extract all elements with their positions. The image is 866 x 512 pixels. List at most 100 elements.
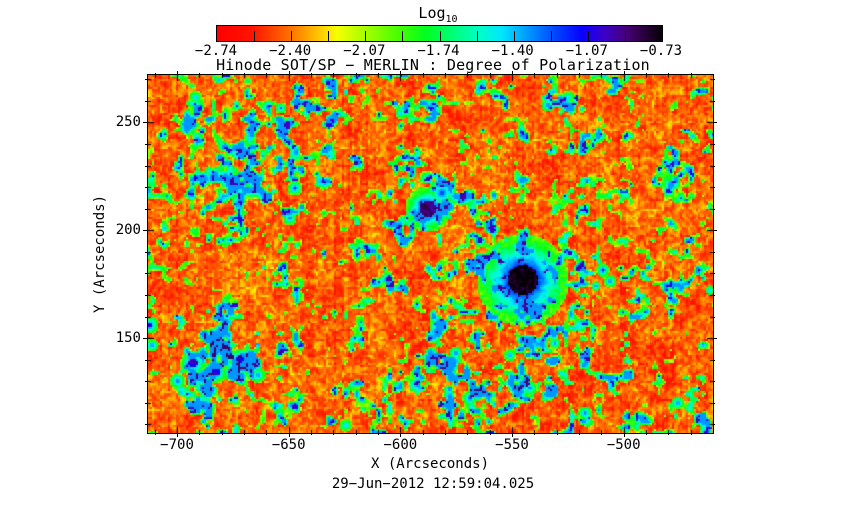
y-axis-tick-label: 200 bbox=[115, 222, 141, 239]
x-axis-tick bbox=[512, 433, 513, 437]
y-axis-tick bbox=[145, 208, 148, 210]
x-axis-tick bbox=[579, 73, 580, 75]
y-axis-tick bbox=[145, 273, 148, 275]
y-axis-tick bbox=[713, 187, 715, 189]
x-axis-tick bbox=[623, 433, 625, 437]
plot-title: Hinode SOT/SP − MERLIN : Degree of Polar… bbox=[216, 56, 650, 74]
x-axis-tick bbox=[579, 433, 580, 435]
colorbar-tick bbox=[550, 31, 552, 41]
x-axis-tick bbox=[601, 433, 603, 435]
y-axis-tick bbox=[713, 144, 715, 145]
x-axis-tick-label: −550 bbox=[495, 437, 529, 453]
x-axis-tick bbox=[288, 433, 290, 437]
x-axis-tick bbox=[422, 433, 424, 435]
x-axis-tick bbox=[199, 433, 201, 435]
colorbar-tick bbox=[513, 31, 515, 41]
x-axis-tick bbox=[534, 433, 536, 435]
y-axis-tick bbox=[713, 208, 715, 210]
colorbar-tick bbox=[476, 31, 478, 41]
x-axis-tick bbox=[556, 433, 558, 435]
y-axis-tick bbox=[713, 273, 715, 275]
y-axis-tick bbox=[713, 402, 715, 404]
colorbar-tick bbox=[291, 31, 293, 41]
y-axis-tick bbox=[145, 251, 148, 253]
x-axis-tick bbox=[445, 433, 447, 435]
colorbar-tick-label: −1.40 bbox=[491, 43, 534, 59]
x-axis-tick bbox=[378, 73, 380, 75]
x-axis-tick bbox=[668, 433, 670, 435]
x-axis-tick-label: −650 bbox=[271, 437, 306, 453]
heatmap-canvas bbox=[148, 75, 713, 433]
x-axis-label: X (Arcseconds) bbox=[370, 456, 490, 472]
x-axis-tick bbox=[690, 73, 692, 75]
x-axis-tick-label: −700 bbox=[160, 437, 194, 453]
x-axis-tick bbox=[489, 433, 491, 435]
y-axis-tick bbox=[713, 359, 715, 361]
colorbar-tick-label: −1.74 bbox=[417, 43, 460, 59]
colorbar-tick-label: −0.73 bbox=[639, 43, 683, 59]
y-axis-tick bbox=[713, 100, 715, 102]
y-axis-tick bbox=[713, 316, 715, 318]
x-axis-tick bbox=[400, 71, 402, 75]
y-axis-tick bbox=[713, 424, 715, 426]
y-axis-tick bbox=[145, 402, 148, 404]
y-axis-tick bbox=[145, 294, 148, 296]
x-axis-tick bbox=[311, 73, 313, 75]
x-axis-tick bbox=[378, 433, 380, 435]
y-axis-tick bbox=[145, 359, 148, 361]
y-axis-tick bbox=[713, 79, 715, 81]
colorbar-tick bbox=[624, 31, 626, 41]
y-axis-label: Y (Arcseconds) bbox=[92, 194, 108, 314]
colorbar-tick bbox=[254, 31, 256, 41]
x-axis-tick bbox=[154, 73, 156, 75]
x-axis-tick bbox=[266, 433, 268, 435]
y-axis-tick bbox=[713, 294, 715, 296]
y-axis-tick bbox=[713, 122, 717, 124]
y-axis-tick bbox=[145, 144, 148, 145]
x-axis-tick bbox=[534, 73, 536, 75]
y-axis-tick bbox=[145, 187, 148, 189]
x-axis-tick bbox=[467, 73, 469, 75]
colorbar-title: Log10 bbox=[418, 4, 457, 25]
x-axis-tick bbox=[601, 73, 603, 75]
x-axis-tick bbox=[266, 73, 268, 75]
x-axis-tick bbox=[177, 433, 179, 437]
colorbar-title-text: Log bbox=[418, 4, 446, 22]
x-axis-tick bbox=[646, 73, 647, 75]
x-axis-tick bbox=[445, 73, 447, 75]
colorbar-tick bbox=[439, 31, 441, 41]
y-axis-tick bbox=[713, 338, 717, 340]
colorbar-tick bbox=[402, 31, 404, 41]
colorbar-tick-label: −2.40 bbox=[269, 43, 312, 59]
y-axis-tick-label: 150 bbox=[115, 330, 141, 347]
colorbar-tick-label: −1.07 bbox=[565, 43, 608, 59]
x-axis-tick bbox=[467, 433, 469, 435]
x-axis-tick bbox=[690, 433, 692, 435]
colorbar-tick bbox=[328, 31, 330, 41]
x-axis-tick-label: −500 bbox=[606, 437, 641, 453]
colorbar-tick-label: −2.07 bbox=[343, 43, 386, 59]
x-axis-tick bbox=[154, 433, 156, 435]
x-axis-tick bbox=[556, 73, 558, 75]
x-axis-tick bbox=[311, 433, 313, 435]
y-axis-tick bbox=[143, 230, 148, 232]
x-axis-tick bbox=[623, 71, 625, 75]
y-axis-tick bbox=[713, 165, 715, 167]
x-axis-tick bbox=[221, 433, 223, 435]
y-axis-tick-label: 250 bbox=[115, 114, 141, 131]
y-axis-tick bbox=[713, 230, 717, 232]
x-axis-tick bbox=[177, 71, 179, 75]
x-axis-tick bbox=[400, 433, 402, 437]
y-axis-tick bbox=[143, 122, 148, 124]
x-axis-tick bbox=[355, 73, 357, 75]
x-axis-tick bbox=[244, 73, 246, 75]
y-axis-tick bbox=[145, 100, 148, 102]
x-axis-tick bbox=[333, 433, 335, 435]
colorbar bbox=[216, 25, 663, 42]
y-axis-tick bbox=[143, 338, 148, 340]
x-axis-tick bbox=[288, 71, 290, 75]
x-axis-tick bbox=[668, 73, 670, 75]
colorbar-tick-label: −2.74 bbox=[194, 43, 238, 59]
colorbar-tick bbox=[365, 31, 367, 41]
